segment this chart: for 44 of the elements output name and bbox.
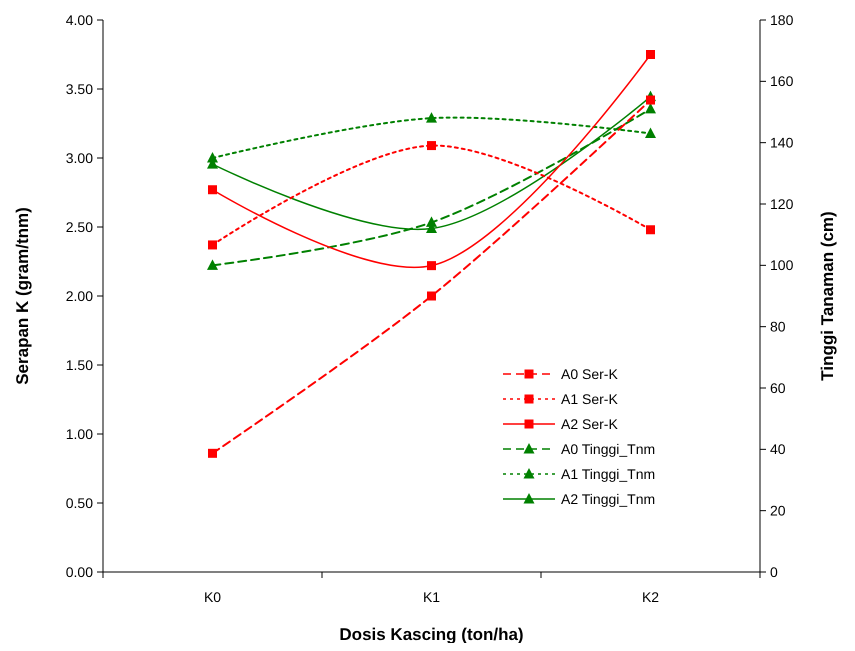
y-tick-label: 1.50	[66, 356, 94, 373]
y-tick-label: 3.00	[66, 150, 94, 166]
y2-tick-label: 140	[770, 134, 794, 151]
legend-label: A0 Ser-K	[561, 366, 618, 382]
point	[427, 141, 436, 150]
point	[426, 216, 437, 227]
legend-label: A2 Tinggi_Tnm	[561, 490, 656, 507]
point	[646, 50, 655, 59]
y-tick-label: 2.50	[66, 218, 94, 235]
y2-tick-label: 0	[770, 564, 778, 580]
point	[646, 225, 655, 234]
point	[427, 261, 436, 270]
y-tick-label: 4.00	[66, 12, 94, 28]
x-tick-label: K0	[204, 589, 222, 605]
y-tick-label: 1.00	[66, 426, 94, 442]
point	[207, 152, 218, 162]
point	[645, 127, 656, 138]
y2-axis-title: Tinggi Tanaman (cm)	[818, 211, 837, 381]
x-tick-label: K1	[422, 589, 440, 605]
point	[208, 185, 217, 194]
y2-tick-label: 40	[770, 441, 786, 458]
point	[427, 292, 436, 300]
legend-label: A0 Tinggi_Tnm	[561, 440, 656, 457]
y2-tick-label: 60	[770, 380, 786, 396]
y2-tick-label: 160	[770, 73, 794, 90]
legend-label: A1 Tinggi_Tnm	[561, 466, 656, 482]
y-tick-label: 3.50	[66, 80, 94, 97]
point	[426, 112, 437, 123]
y2-tick-label: 80	[770, 318, 786, 335]
legend-label: A1 Ser-K	[561, 390, 618, 407]
point	[207, 259, 218, 270]
point	[208, 240, 217, 250]
y2-tick-label: 180	[770, 12, 794, 28]
y2-tick-label: 120	[770, 196, 794, 212]
x-tick-label: K2	[642, 589, 660, 605]
y-axis-title: Serapan K (gram/tnm)	[13, 207, 32, 385]
y-tick-label: 2.00	[66, 288, 94, 304]
point	[208, 448, 217, 458]
y-tick-label: 0.50	[66, 494, 94, 511]
y2-tick-label: 20	[770, 502, 786, 519]
legend-label: A2 Ser-K	[561, 416, 618, 432]
y2-tick-label: 100	[770, 257, 794, 274]
point	[646, 96, 655, 105]
y-tick-label: 0.00	[66, 564, 94, 580]
